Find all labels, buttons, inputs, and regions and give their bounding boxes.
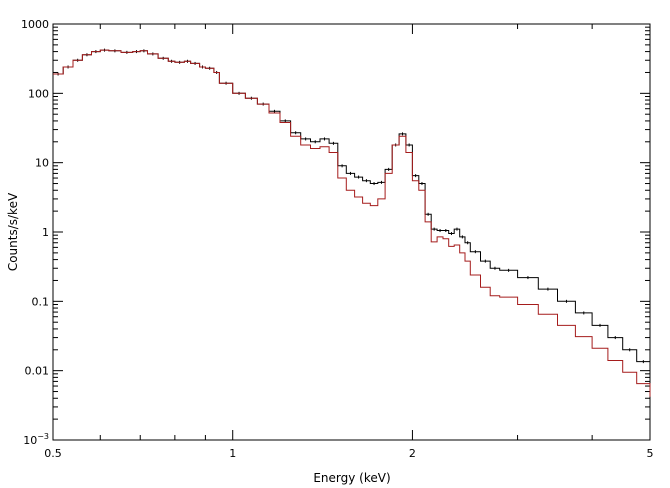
x-axis-label: Energy (keV) [313,471,390,485]
y-tick-label: 1 [42,226,49,239]
axis-ticks [52,23,651,441]
x-tick-label: 2 [409,447,416,460]
y-axis-label: Counts/s/keV [6,192,20,271]
y-tick-label: 100 [28,87,49,100]
x-tick-label: 5 [647,447,654,460]
series-line-1 [53,49,651,397]
axis-tick-labels: 0.5 1 2 5 10−3 0.01 0.1 1 10 100 1000 [21,18,654,460]
y-tick-label: 0.1 [32,295,50,308]
x-tick-label: 0.5 [44,447,62,460]
y-tick-label: 10−3 [23,432,49,447]
series-layer [53,48,651,397]
y-tick-label: 0.01 [25,365,50,378]
x-tick-label: 1 [229,447,236,460]
y-tick-label: 10 [35,157,49,170]
plot-frame [52,23,651,441]
y-tick-label: 1000 [21,18,49,31]
